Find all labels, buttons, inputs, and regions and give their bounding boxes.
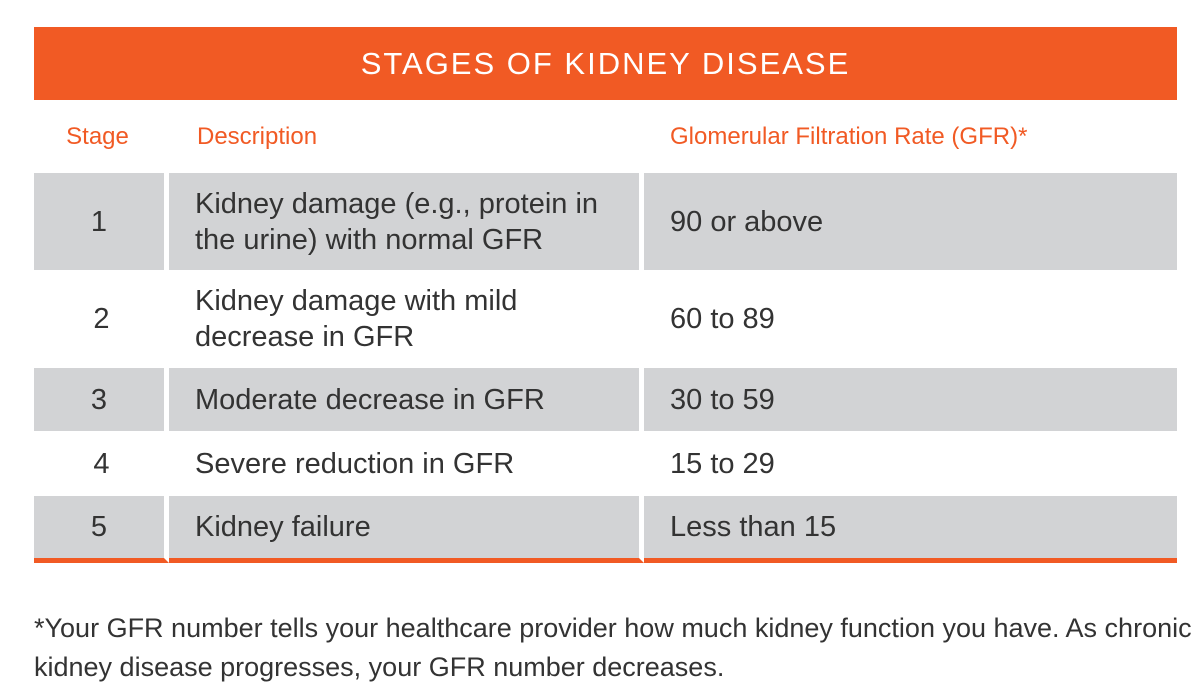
stage-cell: 3 xyxy=(34,368,169,431)
description-cell: Kidney damage with mild decrease in GFR xyxy=(195,285,518,353)
table-title: STAGES OF KIDNEY DISEASE xyxy=(34,27,1177,100)
table-row: 5 Kidney failure Less than 15 xyxy=(34,496,1177,563)
kidney-stages-table: Stage Description Glomerular Filtration … xyxy=(34,100,1177,563)
table-row: 4 Severe reduction in GFR 15 to 29 xyxy=(34,431,1177,496)
gfr-cell: Less than 15 xyxy=(644,496,1177,563)
description-cell: Moderate decrease in GFR xyxy=(169,368,644,431)
stage-cell: 1 xyxy=(34,173,169,270)
table-row: 3 Moderate decrease in GFR 30 to 59 xyxy=(34,368,1177,431)
description-cell: Severe reduction in GFR xyxy=(195,447,515,480)
stage-cell: 4 xyxy=(93,447,110,480)
gfr-footnote: *Your GFR number tells your healthcare p… xyxy=(34,613,1192,682)
table-row: 2 Kidney damage with mild decrease in GF… xyxy=(34,270,1177,368)
gfr-cell: 30 to 59 xyxy=(644,368,1177,431)
gfr-cell: 15 to 29 xyxy=(670,447,775,480)
gfr-cell: 90 or above xyxy=(644,173,1177,270)
header-stage: Stage xyxy=(66,122,129,150)
header-gfr: Glomerular Filtration Rate (GFR)* xyxy=(670,122,1028,150)
kidney-stages-table-container: STAGES OF KIDNEY DISEASE Stage Descripti… xyxy=(34,27,1177,563)
table-header-row: Stage Description Glomerular Filtration … xyxy=(34,100,1177,173)
gfr-cell: 60 to 89 xyxy=(670,303,775,335)
table-row: 1 Kidney damage (e.g., protein in the ur… xyxy=(34,173,1177,270)
header-description: Description xyxy=(197,122,318,150)
description-cell: Kidney failure xyxy=(169,496,644,563)
stage-cell: 2 xyxy=(93,303,110,335)
stage-cell: 5 xyxy=(34,496,169,563)
description-cell: Kidney damage (e.g., protein in the urin… xyxy=(169,173,644,270)
